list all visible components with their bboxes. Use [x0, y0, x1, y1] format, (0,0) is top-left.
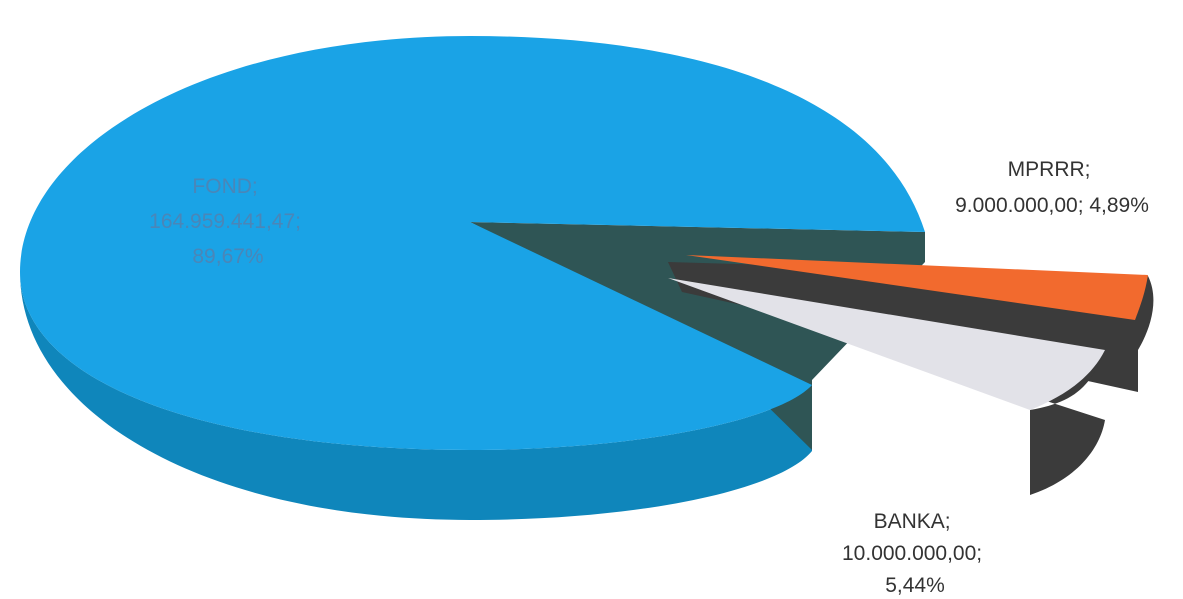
label-fond-value: 164.959.441,47;	[149, 210, 301, 233]
slice-banka	[668, 278, 1105, 410]
label-fond: FOND; 164.959.441,47; 89,67%	[149, 175, 307, 268]
label-mprrr-name: MPRRR;	[1008, 158, 1091, 181]
label-banka: BANKA; 10.000.000,00; 5,44%	[842, 510, 988, 597]
label-banka-name: BANKA;	[874, 510, 951, 533]
slice-fond	[20, 36, 925, 450]
label-mprrr: MPRRR; 9.000.000,00; 4,89%	[955, 158, 1149, 217]
label-mprrr-value-percent: 9.000.000,00; 4,89%	[955, 194, 1149, 217]
slice-fond-side	[20, 272, 812, 520]
label-fond-name: FOND;	[192, 175, 257, 198]
label-banka-percent: 5,44%	[885, 574, 945, 597]
slice-mprrr	[686, 255, 1148, 320]
label-banka-value: 10.000.000,00;	[842, 542, 982, 565]
label-fond-percent: 89,67%	[192, 245, 263, 268]
